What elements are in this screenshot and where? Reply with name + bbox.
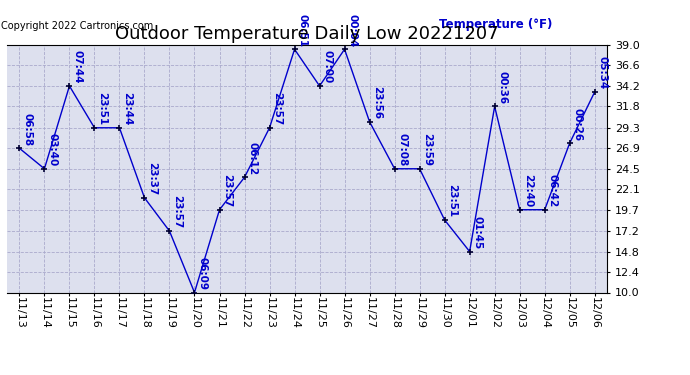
Text: 23:56: 23:56 <box>373 86 382 119</box>
Text: 23:59: 23:59 <box>422 133 433 166</box>
Text: 06:51: 06:51 <box>297 13 308 47</box>
Text: 22:40: 22:40 <box>522 174 533 207</box>
Text: 01:45: 01:45 <box>473 216 482 249</box>
Text: 00:04: 00:04 <box>348 13 357 47</box>
Text: 06:58: 06:58 <box>22 112 32 146</box>
Text: 23:44: 23:44 <box>122 92 132 125</box>
Text: 07:08: 07:08 <box>397 133 408 166</box>
Text: 23:57: 23:57 <box>273 92 282 125</box>
Text: 00:36: 00:36 <box>497 71 508 104</box>
Text: 06:42: 06:42 <box>548 174 558 207</box>
Text: 06:09: 06:09 <box>197 257 208 290</box>
Text: 05:34: 05:34 <box>598 56 608 90</box>
Text: 23:57: 23:57 <box>172 195 182 229</box>
Text: 23:57: 23:57 <box>222 174 233 207</box>
Text: Temperature (°F): Temperature (°F) <box>439 18 553 32</box>
Text: 23:51: 23:51 <box>97 92 108 125</box>
Text: 07:00: 07:00 <box>322 50 333 84</box>
Text: 07:44: 07:44 <box>72 50 82 84</box>
Text: 06:12: 06:12 <box>248 142 257 175</box>
Text: 23:37: 23:37 <box>148 162 157 195</box>
Text: 03:40: 03:40 <box>48 133 57 166</box>
Text: Copyright 2022 Cartronics.com: Copyright 2022 Cartronics.com <box>1 21 153 32</box>
Text: 23:51: 23:51 <box>448 184 457 218</box>
Text: 00:26: 00:26 <box>573 108 582 141</box>
Title: Outdoor Temperature Daily Low 20221207: Outdoor Temperature Daily Low 20221207 <box>115 26 499 44</box>
